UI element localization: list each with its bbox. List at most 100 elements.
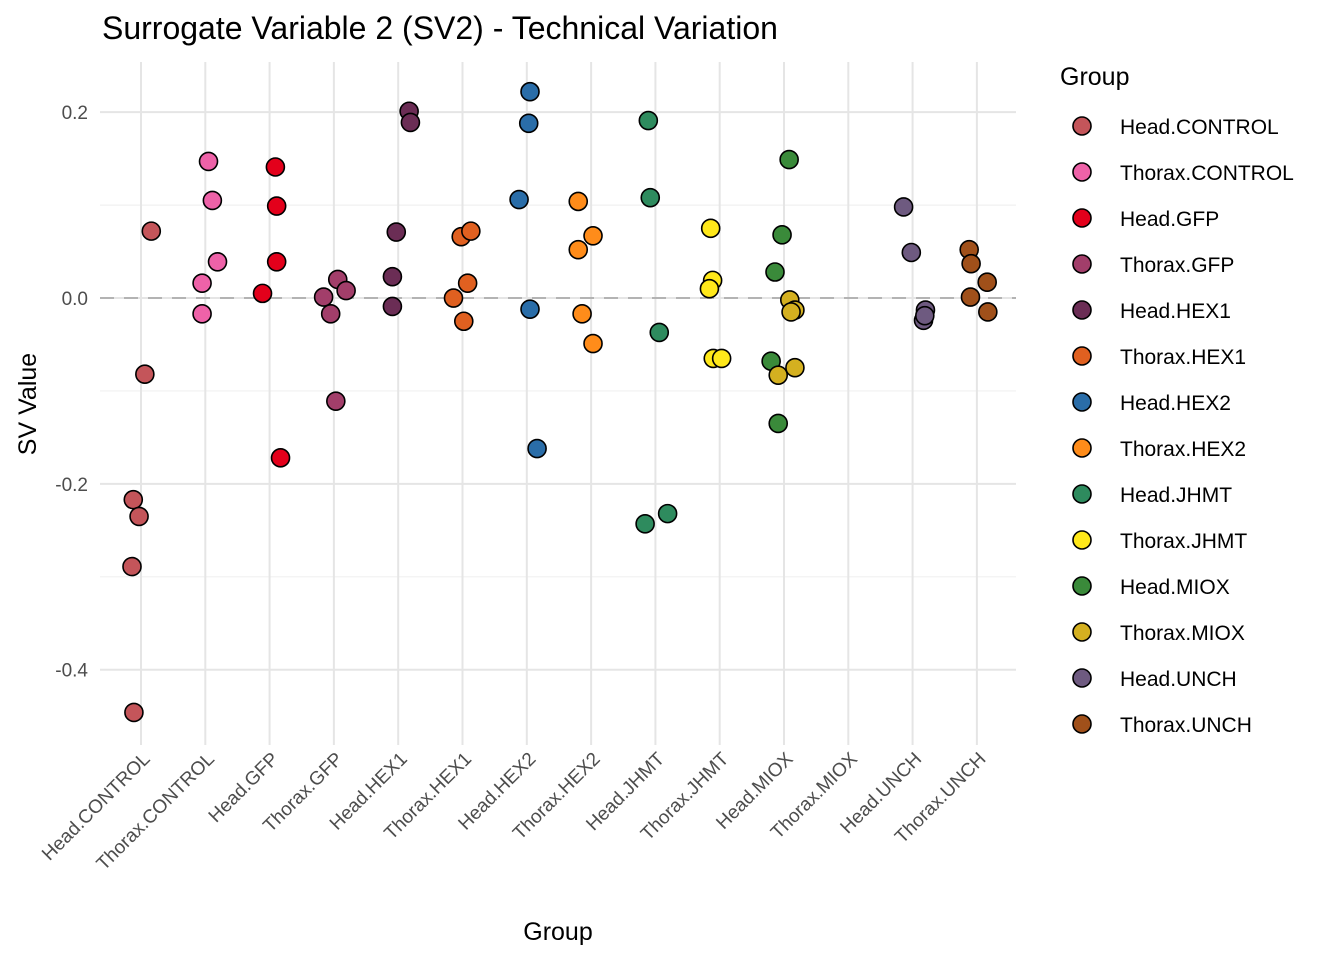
data-point <box>700 218 721 239</box>
grid <box>100 62 1016 745</box>
y-tick-label: -0.4 <box>55 661 88 682</box>
data-point <box>207 251 228 272</box>
data-point <box>893 197 914 217</box>
data-point <box>785 357 805 378</box>
data-point <box>699 278 720 299</box>
data-point <box>915 305 935 326</box>
data-point <box>583 225 603 246</box>
legend-marker <box>1072 438 1092 458</box>
data-point <box>509 189 529 210</box>
data-point <box>768 413 789 434</box>
data-point <box>978 302 998 322</box>
legend-marker <box>1072 208 1092 228</box>
legend-label: Head.UNCH <box>1120 668 1237 691</box>
legend-marker <box>1072 714 1092 734</box>
legend-label: Head.JHMT <box>1120 484 1232 507</box>
data-point <box>123 489 144 510</box>
data-point <box>711 348 732 369</box>
data-point <box>781 302 801 322</box>
data-point <box>520 299 540 319</box>
y-axis-label: SV Value <box>14 353 42 455</box>
data-point <box>122 556 142 577</box>
legend-marker <box>1072 530 1092 550</box>
x-tick-label: Head.CONTROL <box>38 749 154 865</box>
data-point <box>202 190 223 211</box>
legend-label: Head.CONTROL <box>1120 116 1279 139</box>
data-point <box>270 448 291 468</box>
legend-marker <box>1072 622 1092 642</box>
data-point <box>313 287 334 307</box>
data-point <box>657 503 678 524</box>
legend-label: Thorax.JHMT <box>1120 530 1247 553</box>
legend-label: Thorax.MIOX <box>1120 622 1245 645</box>
data-point <box>141 221 162 241</box>
data-point <box>961 253 981 274</box>
data-point <box>457 273 478 293</box>
data-point <box>320 304 341 324</box>
data-point <box>266 196 287 216</box>
data-point <box>768 365 789 385</box>
legend-label: Head.GFP <box>1120 208 1219 231</box>
legend-label: Thorax.HEX1 <box>1120 346 1246 369</box>
legend-marker <box>1072 300 1092 320</box>
legend-label: Head.HEX1 <box>1120 300 1231 323</box>
data-point <box>198 151 219 172</box>
x-tick-label: Thorax.CONTROL <box>93 749 219 875</box>
data-point <box>129 506 149 527</box>
y-tick-label: -0.2 <box>55 475 88 496</box>
data-point <box>568 239 589 260</box>
data-point <box>461 221 481 241</box>
data-point <box>453 311 474 332</box>
x-axis-ticks: Head.CONTROLThorax.CONTROLHead.GFPThorax… <box>38 748 990 874</box>
legend: Group Head.CONTROL Thorax.CONTROL Head.GFP… <box>1060 63 1294 737</box>
legend-title: Group <box>1060 63 1129 91</box>
data-point <box>192 273 212 293</box>
data-point <box>772 225 792 245</box>
data-point <box>265 157 286 177</box>
data-point <box>326 391 346 411</box>
data-point <box>386 222 407 242</box>
data-point <box>252 283 273 304</box>
legend-label: Head.MIOX <box>1120 576 1230 599</box>
data-point <box>649 322 670 343</box>
data-point <box>901 242 922 263</box>
data-point <box>124 702 144 723</box>
data-point <box>765 262 785 282</box>
legend-label: Thorax.CONTROL <box>1120 162 1294 185</box>
data-point <box>400 112 421 133</box>
data-point <box>518 113 539 134</box>
legend-marker <box>1072 576 1092 596</box>
legend-label: Thorax.HEX2 <box>1120 438 1246 461</box>
data-point <box>520 81 540 102</box>
data-point <box>443 288 464 308</box>
y-tick-label: 0.2 <box>62 103 88 124</box>
data-point <box>960 287 981 307</box>
data-point <box>572 304 592 324</box>
data-point <box>336 280 356 301</box>
legend-label: Thorax.UNCH <box>1120 714 1252 737</box>
x-axis-label: Group <box>523 918 592 946</box>
data-point <box>568 191 589 212</box>
data-points <box>122 81 998 723</box>
legend-marker <box>1072 484 1092 504</box>
y-tick-label: 0.0 <box>62 289 88 310</box>
data-point <box>779 149 799 170</box>
legend-marker <box>1072 162 1092 182</box>
data-point <box>192 304 212 324</box>
legend-marker <box>1072 346 1092 366</box>
data-point <box>640 187 661 208</box>
data-point <box>382 296 403 317</box>
data-point <box>638 110 659 131</box>
legend-label: Thorax.GFP <box>1120 254 1234 277</box>
data-point <box>527 438 547 459</box>
data-point <box>266 251 287 272</box>
legend-marker <box>1072 392 1092 412</box>
data-point <box>635 514 655 534</box>
data-point <box>583 333 603 354</box>
data-point <box>977 272 997 293</box>
data-point <box>135 364 155 385</box>
data-point <box>382 266 403 287</box>
legend-marker <box>1072 668 1092 688</box>
legend-marker <box>1072 116 1092 136</box>
